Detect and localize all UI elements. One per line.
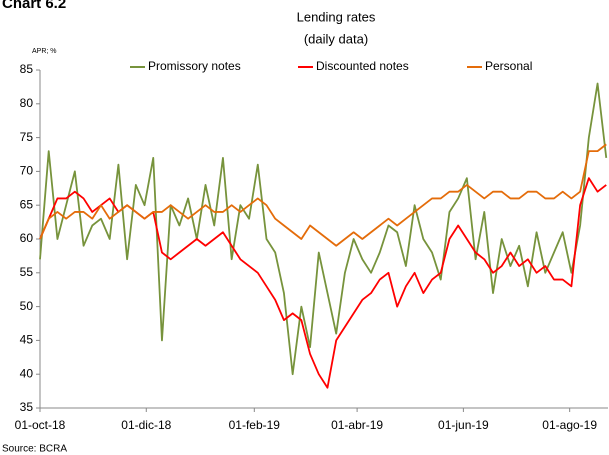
x-tick-label: 01-jun-19 — [438, 418, 489, 432]
series-line — [39, 143, 607, 247]
x-tick-label: 01-ago-19 — [542, 418, 597, 432]
x-tick-label: 01-oct-18 — [15, 418, 66, 432]
series-line — [39, 177, 607, 389]
y-tick-label: 35 — [20, 400, 34, 414]
chart-subtitle: (daily data) — [304, 31, 368, 46]
x-tick-label: 01-abr-19 — [331, 418, 383, 432]
y-tick-label: 80 — [20, 96, 34, 110]
legend-label: Personal — [485, 59, 532, 73]
y-tick-label: 50 — [20, 299, 34, 313]
y-tick-label: 65 — [20, 197, 34, 211]
y-tick-label: 85 — [20, 62, 34, 76]
x-tick-label: 01-dic-18 — [121, 418, 171, 432]
series-line — [39, 82, 608, 376]
y-tick-label: 70 — [20, 164, 34, 178]
y-axis-label: APR; % — [32, 48, 57, 55]
y-tick-label: 40 — [20, 366, 34, 380]
source: Source: BCRA — [2, 444, 67, 455]
legend-label: Promissory notes — [148, 59, 241, 73]
y-tick-label: 55 — [20, 265, 34, 279]
y-tick-label: 45 — [20, 333, 34, 347]
y-tick-label: 60 — [20, 231, 34, 245]
chart-title: Lending rates — [297, 9, 376, 24]
y-tick-label: 75 — [20, 130, 34, 144]
chart-heading: Chart 6.2 — [2, 0, 66, 12]
legend-label: Discounted notes — [316, 59, 409, 73]
x-tick-label: 01-feb-19 — [229, 418, 281, 432]
